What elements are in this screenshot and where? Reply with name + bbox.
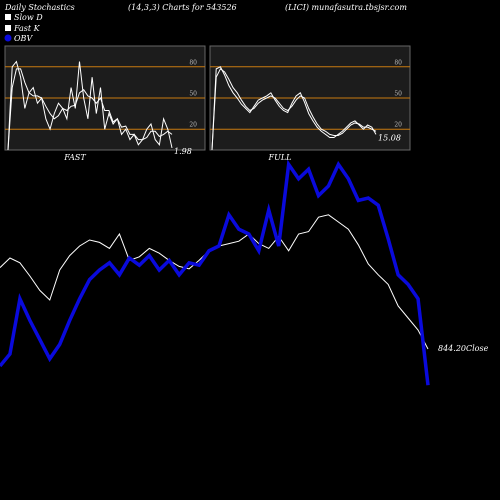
legend-label: OBV bbox=[14, 34, 33, 43]
legend-label: Fast K bbox=[13, 24, 41, 33]
source: (LICI) munafasutra.tbsjsr.com bbox=[285, 3, 407, 12]
panel-title: FULL bbox=[268, 153, 292, 162]
y-tick-label: 80 bbox=[189, 59, 197, 66]
series-line bbox=[211, 66, 377, 151]
legend-swatch bbox=[5, 25, 11, 31]
y-tick-label: 80 bbox=[394, 59, 402, 66]
series-line bbox=[7, 60, 173, 151]
panel-title: FAST bbox=[63, 153, 86, 162]
last-value-label: 15.08 bbox=[378, 133, 401, 142]
legend-swatch bbox=[4, 34, 12, 42]
last-value-label: 1.98 bbox=[174, 147, 192, 156]
series-name: Close bbox=[466, 344, 489, 353]
last-value-label: 844.20 bbox=[438, 344, 466, 353]
chart-subtitle: (14,3,3) Charts for 543526 bbox=[128, 3, 237, 12]
y-tick-label: 50 bbox=[189, 91, 197, 98]
chart-title: Daily Stochastics bbox=[4, 3, 75, 12]
obv-line bbox=[0, 159, 430, 386]
legend-swatch bbox=[5, 14, 11, 20]
legend-label: Slow D bbox=[14, 13, 43, 22]
y-tick-label: 20 bbox=[189, 122, 197, 129]
series-line bbox=[211, 68, 377, 151]
y-tick-label: 20 bbox=[394, 122, 402, 129]
y-tick-label: 50 bbox=[394, 91, 402, 98]
